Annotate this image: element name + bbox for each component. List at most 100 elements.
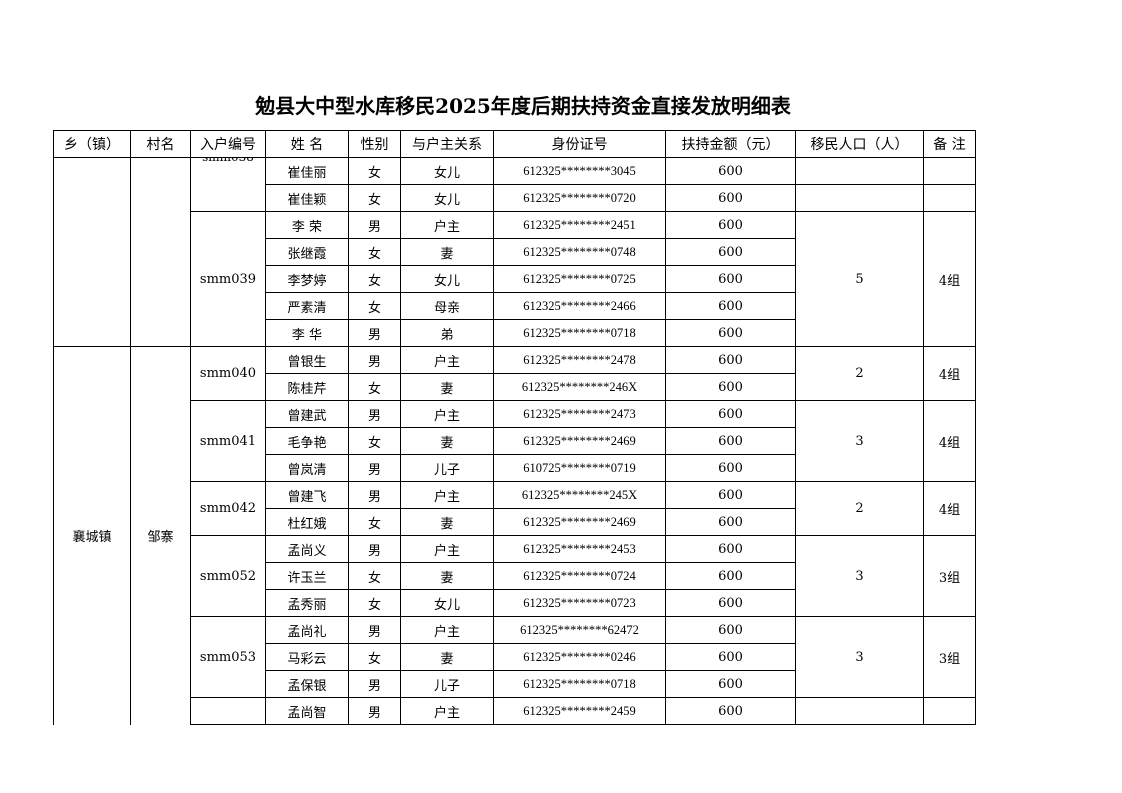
member-amount: 600: [665, 292, 796, 320]
table-row: smm042 曾建飞男户主 612325********245X 600 2 4组: [54, 481, 976, 536]
page-title: 勉县大中型水库移民2025年度后期扶持资金直接发放明细表: [255, 94, 791, 118]
member-relation: 妻: [400, 238, 494, 266]
member-name: 马彩云: [265, 643, 349, 671]
member-id-number: 612325********2469: [493, 508, 666, 536]
header-population: 移民人口（人）: [795, 130, 924, 158]
member-name: 李梦婷: [265, 265, 349, 293]
member-id-number: 612325********0725: [493, 265, 666, 293]
member-gender: 男: [348, 481, 401, 509]
population-cell: 3: [795, 400, 924, 482]
member-id-number: 612325********2459: [493, 697, 666, 725]
header-town: 乡（镇）: [53, 130, 131, 158]
member-id-number: 612325********0720: [493, 184, 666, 212]
population-cell: 3: [795, 535, 924, 617]
member-name: 孟秀丽: [265, 589, 349, 617]
member-name: 毛争艳: [265, 427, 349, 455]
table-row: smm052 孟尚义男户主 612325********2453 600 3 3组: [54, 535, 976, 617]
note-cell: 4组: [923, 346, 976, 401]
member-relation: 女儿: [400, 589, 494, 617]
population-cell: [795, 157, 924, 185]
table-row: 杜红娥女妻 612325********2469 600: [54, 508, 976, 536]
member-gender: 男: [348, 535, 401, 563]
table-row: 襄城镇 邹寨 smm040 曾银生男户主 612325********2478 600 2 4…: [53, 346, 976, 725]
member-name: 孟尚义: [265, 535, 349, 563]
allocation-table: 乡（镇） 村名 入户编号姓 名性别 与户主关系 身份证号 扶持金额（元） 移民人口（人）备 …: [53, 130, 976, 725]
member-amount: 600: [665, 265, 796, 293]
member-amount: 600: [665, 157, 796, 185]
member-name: 严素清: [265, 292, 349, 320]
table-row: 崔佳颖女女儿 612325********0720 600: [54, 184, 976, 212]
member-relation: 儿子: [400, 670, 494, 698]
population-cell: 3: [795, 616, 924, 698]
table-row: smm053 孟尚礼男户主 612325********62472 600 3 3组: [54, 616, 976, 698]
member-amount: 600: [665, 211, 796, 239]
member-id-number: 612325********0748: [493, 238, 666, 266]
member-gender: 女: [348, 184, 401, 212]
household-id-cell: smm040: [190, 346, 266, 401]
member-relation: 户主: [400, 346, 494, 374]
table-row: smm039 李 荣男户主 612325********2451 600 5 4组: [54, 211, 976, 347]
table-row: smm041 曾建武男户主 612325********2473 600 3 4组: [54, 400, 976, 482]
member-gender: 女: [348, 292, 401, 320]
member-name: 李 荣: [265, 211, 349, 239]
household-id-cell: smm038: [190, 157, 266, 212]
member-id-number: 612325********2473: [493, 400, 666, 428]
table-row: 曾岚清男儿子 610725********0719 600: [54, 454, 976, 482]
note-cell: 4组: [923, 481, 976, 536]
member-relation: 女儿: [400, 184, 494, 212]
member-gender: 男: [348, 670, 401, 698]
member-id-number: 612325********2451: [493, 211, 666, 239]
note-cell: 3组: [923, 616, 976, 698]
note-cell: 4组: [923, 211, 976, 347]
member-name: 杜红娥: [265, 508, 349, 536]
member-name: 孟保银: [265, 670, 349, 698]
village-cell: 邹寨: [130, 346, 191, 725]
member-id-number: 612325********0723: [493, 589, 666, 617]
member-relation: 户主: [400, 697, 494, 725]
town-cell: 襄城镇: [53, 346, 131, 725]
member-gender: 女: [348, 373, 401, 401]
member-relation: 妻: [400, 427, 494, 455]
table-row: 孟尚智男户主 612325********2459 600: [54, 697, 976, 725]
header-household-id: 入户编号: [190, 130, 266, 158]
header-gender: 性别: [348, 130, 401, 158]
member-relation: 妻: [400, 562, 494, 590]
population-cell: 2: [795, 481, 924, 536]
member-name: 孟尚礼: [265, 616, 349, 644]
member-relation: 户主: [400, 535, 494, 563]
member-gender: 男: [348, 400, 401, 428]
population-cell: [795, 697, 924, 725]
member-relation: 妻: [400, 508, 494, 536]
member-gender: 女: [348, 427, 401, 455]
member-id-number: 612325********2469: [493, 427, 666, 455]
member-amount: 600: [665, 670, 796, 698]
header-village: 村名: [130, 130, 191, 158]
header-note: 备 注: [923, 130, 976, 158]
member-relation: 母亲: [400, 292, 494, 320]
member-name: 曾岚清: [265, 454, 349, 482]
member-relation: 妻: [400, 643, 494, 671]
note-cell: [923, 157, 976, 185]
member-amount: 600: [665, 400, 796, 428]
note-cell: 3组: [923, 535, 976, 617]
member-amount: 600: [665, 616, 796, 644]
member-name: 崔佳颖: [265, 184, 349, 212]
household-id-cell: smm039: [190, 211, 266, 347]
member-id-number: 612325********0724: [493, 562, 666, 590]
household-id-cell: [190, 697, 266, 725]
household-id-cell: smm041: [190, 400, 266, 482]
member-id-number: 612325********2466: [493, 292, 666, 320]
member-id-number: 612325********2453: [493, 535, 666, 563]
member-id-number: 610725********0719: [493, 454, 666, 482]
member-gender: 男: [348, 211, 401, 239]
member-amount: 600: [665, 346, 796, 374]
member-id-number: 612325********245X: [493, 481, 666, 509]
member-relation: 妻: [400, 373, 494, 401]
member-amount: 600: [665, 427, 796, 455]
member-name: 许玉兰: [265, 562, 349, 590]
household-id: smm038: [192, 159, 265, 165]
note-cell: [923, 697, 976, 725]
member-amount: 600: [665, 697, 796, 725]
member-gender: 女: [348, 562, 401, 590]
table-row: 孟保银男儿子 612325********0718 600: [54, 670, 976, 698]
